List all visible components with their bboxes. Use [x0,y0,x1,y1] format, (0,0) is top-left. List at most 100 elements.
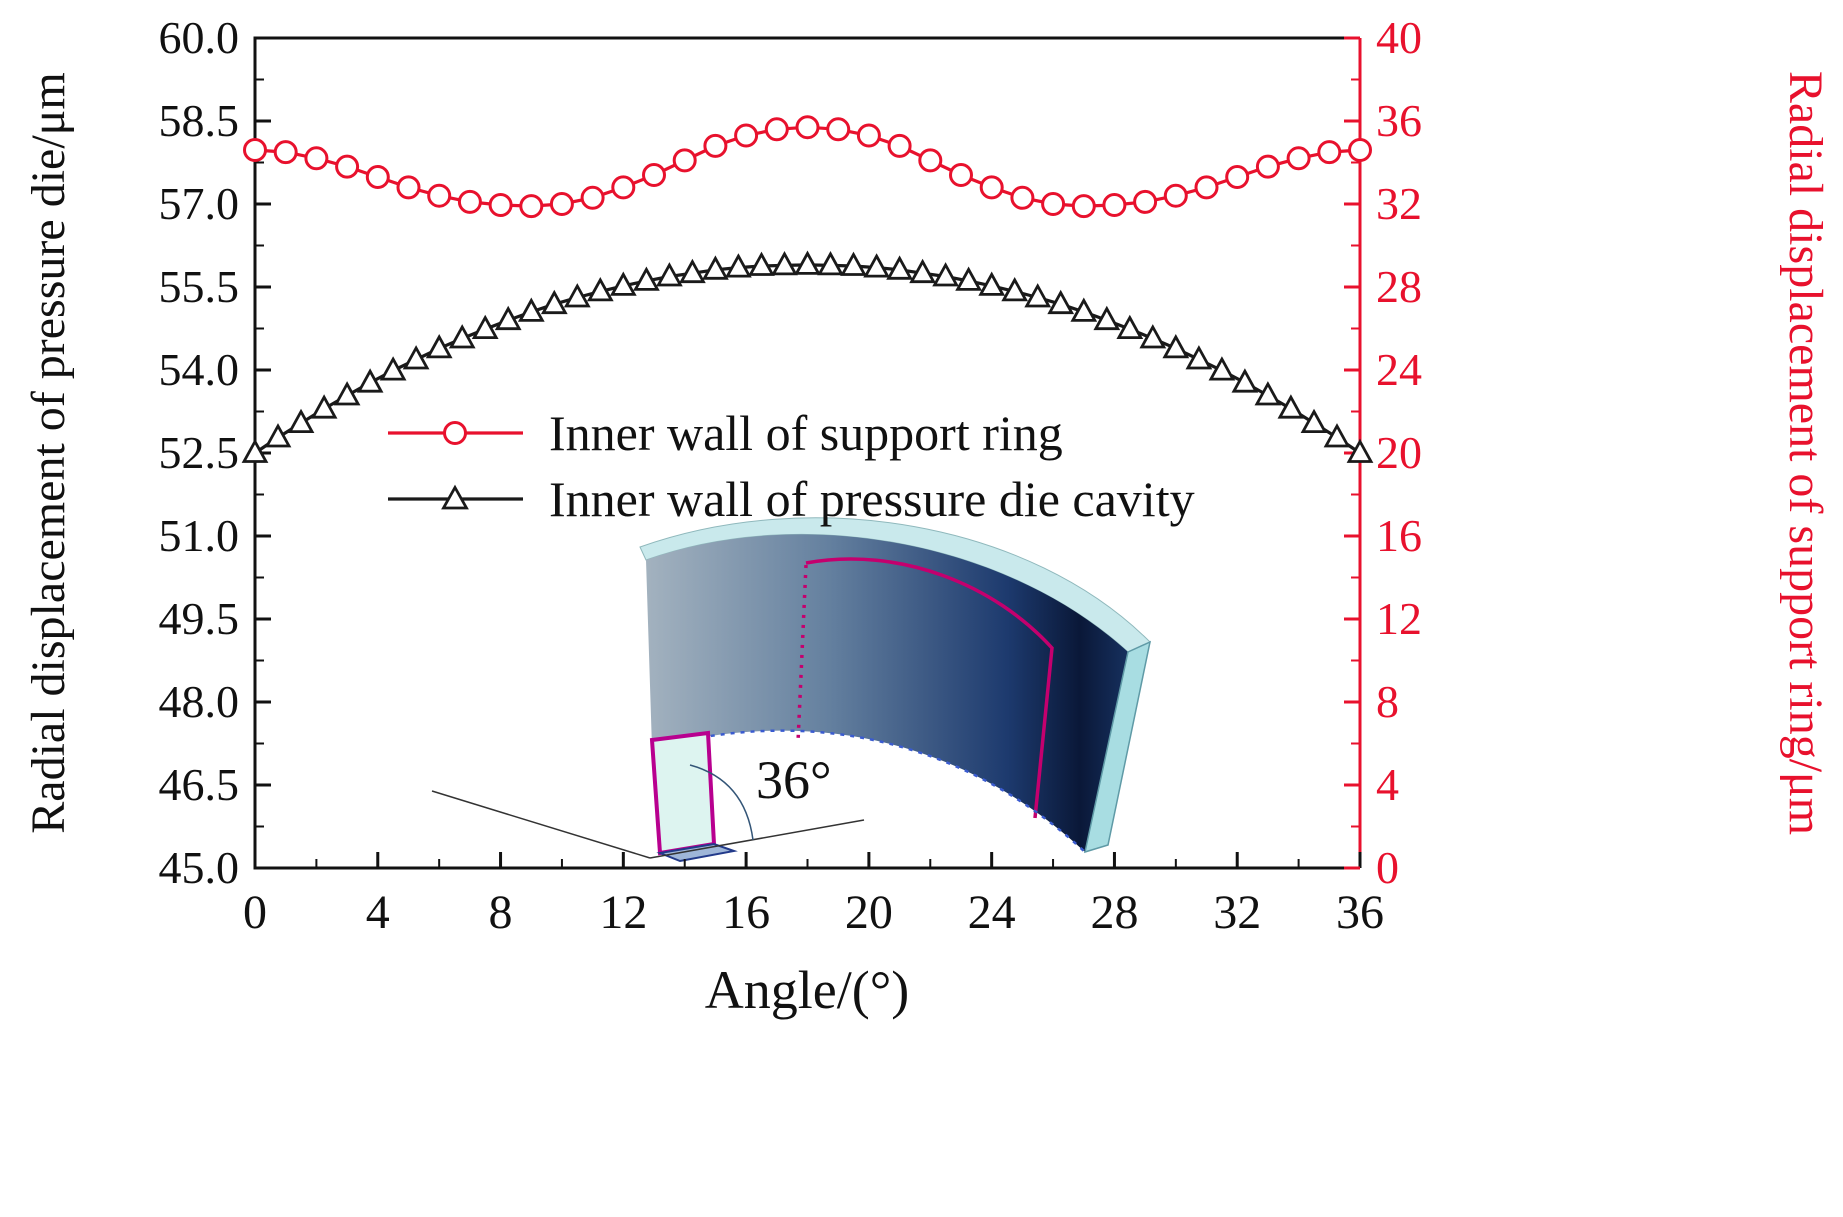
data-marker-triangle [402,345,430,370]
x-tick-label: 36 [1336,886,1384,939]
angle-line-right [649,819,865,859]
data-marker-triangle [448,324,476,349]
data-marker-triangle [333,381,361,406]
x-tick-label: 4 [366,886,390,939]
data-marker-triangle [840,251,867,276]
y-right-tick-label: 24 [1376,344,1422,395]
data-marker-triangle [517,297,545,322]
data-marker-triangle [633,266,660,291]
data-marker-circle [304,146,329,171]
legend-marker-triangle-icon [441,484,469,510]
sector-prism [649,730,717,856]
data-marker-triangle [1300,408,1328,433]
y-right-tick-label: 12 [1376,593,1422,644]
data-marker-circle [887,133,912,158]
data-marker-triangle [725,253,752,278]
data-marker-circle [1286,146,1311,171]
data-marker-triangle [563,283,591,308]
magenta-contour [805,557,1054,819]
data-marker-triangle [1323,423,1351,448]
data-marker-triangle [702,255,729,280]
die-end-face [1083,640,1152,854]
y-left-tick-label: 52.5 [159,427,240,478]
data-marker-circle [611,175,636,200]
y-left-tick-label: 45.0 [159,842,240,893]
plot-area: 45.0 46.5 48.0 49.5 51.0 52.5 54.0 55.5 57.0 58.5… [159,12,1423,939]
data-marker-triangle [748,251,775,276]
data-marker-triangle [1346,438,1374,463]
data-marker-circle [918,148,943,173]
data-marker-triangle [817,250,844,276]
x-axis-title: Angle/(°) [705,960,910,1020]
y-left-tick-label: 46.5 [159,759,240,810]
data-marker-triangle [356,368,384,393]
data-marker-triangle [1047,289,1075,315]
data-marker-circle [396,175,421,200]
angle-label: 36° [756,750,832,810]
legend-marker-circle-icon [443,421,467,445]
data-marker-triangle [978,271,1006,296]
data-marker-triangle [1116,314,1144,339]
data-marker-triangle [863,253,890,278]
y-left-tick-label: 60.0 [159,12,240,63]
data-marker-triangle [425,333,453,359]
data-marker-triangle [932,262,959,287]
data-marker-triangle [679,258,706,284]
data-marker-triangle [540,289,568,315]
data-marker-triangle [586,276,614,302]
data-marker-triangle [1093,305,1121,331]
data-marker-triangle [1070,297,1098,322]
data-marker-circle [1041,192,1066,216]
inset-3d-model: 36° [431,517,1152,863]
data-marker-triangle [287,408,315,433]
data-marker-circle [335,154,360,179]
data-marker-triangle [656,262,683,287]
data-marker-circle [549,192,574,216]
data-marker-circle [243,138,267,162]
data-marker-triangle [1001,276,1029,302]
x-tick-label: 20 [845,886,893,939]
x-tick-label: 32 [1213,886,1261,939]
data-marker-triangle [1208,356,1236,381]
data-marker-circle [1071,194,1096,219]
data-marker-triangle [1024,283,1052,308]
data-marker-triangle [909,258,936,284]
data-marker-triangle [1277,394,1305,419]
data-marker-triangle [886,255,913,280]
data-marker-circle [764,117,789,142]
data-marker-circle [795,115,820,140]
data-marker-triangle [1185,345,1213,370]
y-left-tick-label: 49.5 [159,593,240,644]
y-left-tick-label: 55.5 [159,261,240,312]
y-left-tick-label: 51.0 [159,510,240,561]
data-marker-triangle [609,271,637,296]
data-marker-circle [580,185,605,210]
bottom-dashed-edge [651,729,1086,853]
y-right-tick-label: 8 [1376,676,1399,727]
data-marker-circle [457,189,482,214]
x-tick-label: 24 [968,886,1016,939]
data-marker-circle [949,163,973,187]
x-tick-label: 12 [599,886,647,939]
y-right-tick-label: 32 [1376,178,1422,229]
data-marker-triangle [1139,324,1167,349]
legend-label-die-cavity: Inner wall of pressure die cavity [549,471,1195,527]
data-marker-triangle [1254,381,1282,406]
y-left-tick-label: 54.0 [159,344,240,395]
data-marker-circle [734,123,759,148]
data-marker-triangle [955,266,982,291]
data-marker-circle [1255,154,1280,179]
die-front-face [646,534,1128,852]
data-marker-triangle [1231,368,1259,393]
y-right-tick-label: 20 [1376,427,1422,478]
x-tick-label: 16 [722,886,770,939]
data-marker-circle [1194,175,1219,200]
data-marker-circle [1225,165,1250,189]
data-marker-triangle [794,250,821,275]
data-marker-triangle [310,394,338,419]
data-marker-triangle [379,356,407,381]
data-marker-circle [856,123,881,148]
legend: Inner wall of support ring Inner wall of… [388,405,1195,527]
